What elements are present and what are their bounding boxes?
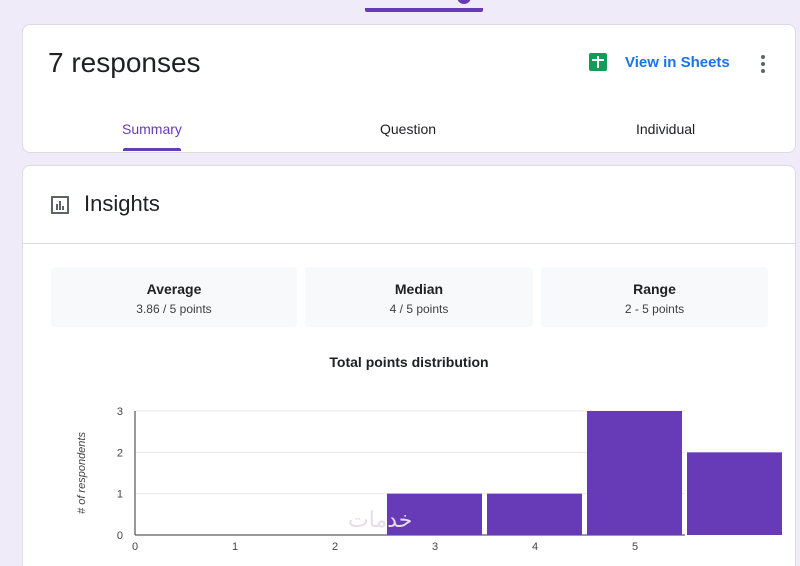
- bar: [387, 493, 482, 535]
- stat-value: 2 - 5 points: [624, 302, 685, 316]
- bar-chart-icon: [51, 196, 69, 214]
- y-tick-label: 3: [117, 406, 123, 418]
- bar: [687, 452, 782, 535]
- y-tick-label: 1: [117, 489, 123, 501]
- insights-header: Insights: [23, 166, 795, 244]
- active-tab-underline: [123, 148, 181, 151]
- y-axis-label: # of respondents: [76, 432, 88, 514]
- x-tick-label: 3: [432, 541, 438, 553]
- x-tick-label: 5: [632, 541, 638, 553]
- responses-count-title: 7 responses: [48, 47, 201, 78]
- responses-card: 7 responses View in Sheets Summary Quest…: [22, 24, 796, 153]
- watermark-text: خدمات: [348, 508, 413, 533]
- insights-card: Insights Average 3.86 / 5 points Median …: [22, 165, 796, 566]
- view-in-sheets-button[interactable]: View in Sheets: [589, 53, 730, 71]
- bar: [587, 411, 682, 535]
- y-tick-label: 2: [117, 447, 123, 459]
- x-tick-label: 4: [532, 541, 538, 553]
- top-tabs-strip: [0, 0, 800, 12]
- tab-question[interactable]: Question: [380, 121, 437, 137]
- stat-median: Median 4 / 5 points: [305, 267, 533, 327]
- more-vert-icon[interactable]: [757, 55, 769, 75]
- stat-label: Median: [394, 281, 444, 297]
- chart-title: Total points distribution: [329, 354, 489, 370]
- stat-average: Average 3.86 / 5 points: [51, 267, 297, 327]
- tab-summary[interactable]: Summary: [122, 121, 182, 137]
- bar: [487, 493, 582, 535]
- x-tick-label: 2: [332, 541, 338, 553]
- stat-label: Range: [633, 281, 676, 297]
- response-count-badge: [457, 0, 471, 4]
- x-tick-label: 0: [132, 541, 138, 553]
- points-distribution-chart: 0 1 2 3 0 1 2 3 4 5 # of respondents: [76, 406, 782, 553]
- stat-range: Range 2 - 5 points: [541, 267, 768, 327]
- insights-title: Insights: [84, 191, 160, 216]
- tab-individual[interactable]: Individual: [636, 121, 696, 137]
- y-tick-label: 0: [117, 530, 123, 542]
- responses-tab-bar: Summary Question Individual: [23, 115, 795, 152]
- stat-value: 3.86 / 5 points: [136, 302, 212, 316]
- stat-value: 4 / 5 points: [389, 302, 449, 316]
- responses-tab-indicator: [365, 8, 483, 12]
- google-sheets-icon: [589, 53, 607, 71]
- stat-label: Average: [146, 281, 202, 297]
- view-in-sheets-label: View in Sheets: [625, 53, 730, 71]
- x-tick-label: 1: [232, 541, 238, 553]
